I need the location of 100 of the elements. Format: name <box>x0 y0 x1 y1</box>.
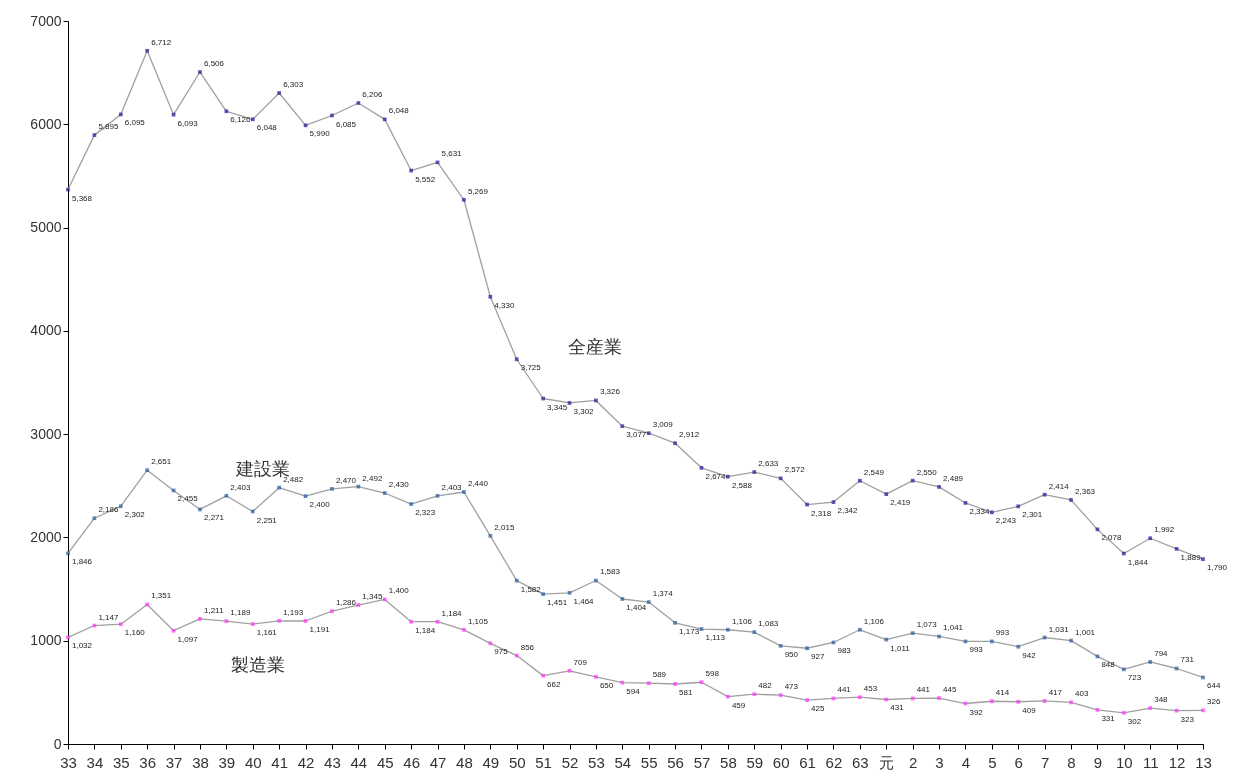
data-label: 2,549 <box>863 467 885 477</box>
data-label: 950 <box>784 649 799 659</box>
data-label: 1,374 <box>652 589 674 599</box>
point <box>330 487 334 491</box>
data-label: 1,160 <box>124 628 146 638</box>
point <box>752 692 757 697</box>
x-tick-label: 42 <box>297 753 315 771</box>
y-tick-label: 6000 <box>30 115 62 132</box>
point <box>1069 498 1073 502</box>
data-label: 709 <box>573 657 588 667</box>
point <box>1148 660 1153 664</box>
point <box>646 681 651 686</box>
x-tick-label: 57 <box>693 753 711 771</box>
point <box>620 424 625 429</box>
data-label: 1,582 <box>520 584 542 594</box>
y-tick-label: 4000 <box>30 322 62 339</box>
point <box>752 630 757 635</box>
data-label: 1,451 <box>547 598 568 608</box>
y-tick-label: 5000 <box>30 219 62 236</box>
x-tick-label: 58 <box>720 753 737 771</box>
point <box>1148 536 1153 541</box>
point <box>805 646 809 651</box>
x-tick-label: 3 <box>935 753 944 771</box>
x-tick-label: 49 <box>482 753 500 771</box>
point <box>488 534 493 538</box>
x-tick-label: 46 <box>403 753 420 771</box>
point <box>356 101 361 105</box>
data-label: 445 <box>943 685 957 695</box>
x-tick-label: 40 <box>244 753 262 771</box>
point <box>356 603 361 607</box>
data-label: 1,184 <box>441 608 463 618</box>
point <box>673 441 677 446</box>
point <box>1121 667 1126 672</box>
data-label: 1,992 <box>1154 525 1175 535</box>
point <box>752 470 757 474</box>
point <box>937 485 941 489</box>
data-label: 2,186 <box>98 505 119 515</box>
data-label: 1,041 <box>943 623 964 633</box>
point <box>805 698 809 702</box>
point <box>989 510 994 515</box>
x-tick-label: 37 <box>165 753 183 771</box>
point <box>1201 708 1205 713</box>
data-label: 1,345 <box>362 592 383 602</box>
x-tick-label: 60 <box>772 753 790 771</box>
y-tick-label: 0 <box>53 735 62 752</box>
data-label: 2,243 <box>995 516 1017 526</box>
data-label: 5,552 <box>415 174 436 184</box>
data-label: 1,583 <box>599 567 621 577</box>
point <box>145 48 150 53</box>
x-tick-label: 9 <box>1093 753 1103 771</box>
point <box>778 476 783 481</box>
data-label: 2,318 <box>811 508 832 518</box>
data-label: 1,400 <box>388 586 410 596</box>
y-tick-label: 3000 <box>30 425 62 442</box>
x-tick-label: 45 <box>376 753 394 771</box>
point <box>1016 504 1021 509</box>
point <box>778 693 783 698</box>
data-label: 473 <box>784 682 799 692</box>
data-label: 6,126 <box>230 115 251 125</box>
data-label: 1,011 <box>890 643 911 653</box>
point <box>118 504 123 509</box>
point <box>1148 706 1153 710</box>
data-label: 2,912 <box>679 430 700 440</box>
data-label: 331 <box>1101 713 1116 723</box>
data-label: 650 <box>599 680 614 690</box>
x-tick-label: 34 <box>86 753 104 771</box>
data-label: 1,106 <box>863 616 885 626</box>
point <box>910 631 915 636</box>
data-label: 1,173 <box>679 626 700 636</box>
x-tick-label: 39 <box>218 753 236 771</box>
data-label: 2,430 <box>388 480 410 490</box>
x-tick-label: 13 <box>1195 753 1212 771</box>
point <box>620 680 625 685</box>
x-tick-label: 47 <box>429 753 447 771</box>
data-label: 6,048 <box>388 106 410 116</box>
data-label: 6,303 <box>283 79 304 89</box>
data-label: 6,085 <box>335 119 357 129</box>
data-label: 2,400 <box>309 500 331 510</box>
data-label: 1,790 <box>1207 563 1228 573</box>
x-tick-label: 35 <box>112 753 130 771</box>
point <box>989 699 994 704</box>
point <box>409 502 414 506</box>
point <box>330 609 334 614</box>
data-label: 2,674 <box>705 471 727 481</box>
data-label: 1,097 <box>177 634 199 644</box>
data-label: 594 <box>626 686 641 696</box>
point <box>541 592 545 596</box>
x-tick-label: 50 <box>508 753 526 771</box>
point <box>857 478 862 483</box>
x-tick-label: 55 <box>640 753 658 771</box>
data-label: 794 <box>1154 648 1169 658</box>
data-label: 2,363 <box>1075 486 1096 496</box>
point <box>462 197 466 202</box>
data-label: 431 <box>890 703 905 713</box>
x-tick-label: 52 <box>561 753 579 771</box>
point <box>1016 644 1021 649</box>
data-label: 441 <box>837 685 852 695</box>
data-label: 1,211 <box>203 605 224 615</box>
data-label: 2,323 <box>415 508 436 518</box>
point <box>646 600 651 604</box>
